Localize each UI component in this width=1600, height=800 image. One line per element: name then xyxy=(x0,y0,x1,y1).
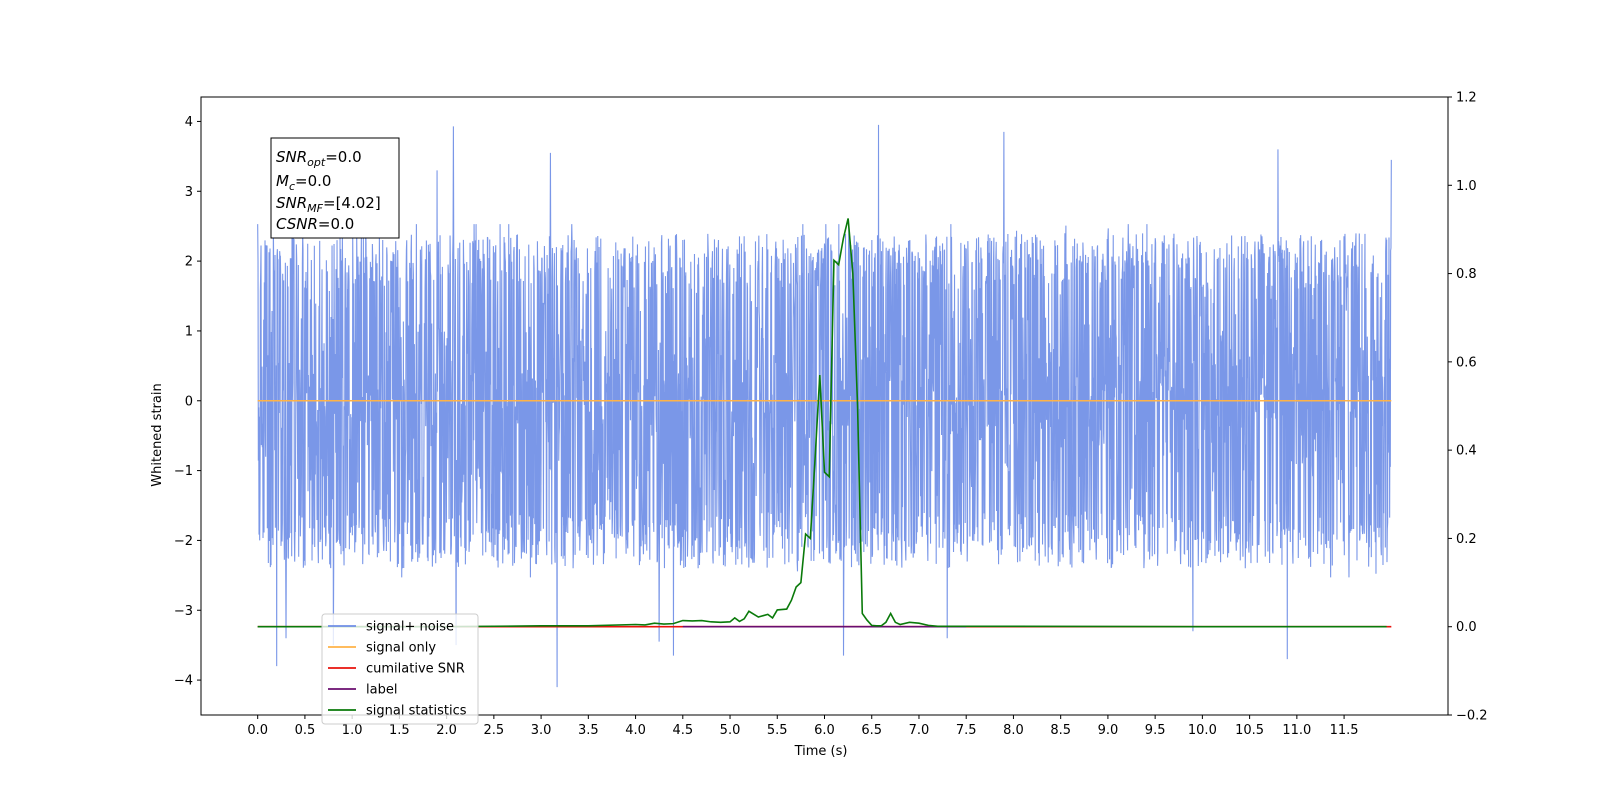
y-tick-label: −2 xyxy=(174,534,193,549)
x-tick-label: 5.0 xyxy=(720,723,741,738)
annotation-csnr: CSNR=0.0 xyxy=(276,215,354,233)
legend-label: signal+ noise xyxy=(366,620,454,635)
x-tick-label: 10.0 xyxy=(1188,723,1217,738)
legend-frame xyxy=(321,613,479,725)
plot-area xyxy=(257,124,1392,688)
x-tick-label: 1.5 xyxy=(389,723,410,738)
y2-tick-label: 0.6 xyxy=(1456,355,1477,370)
y2-tick-label: 1.2 xyxy=(1456,91,1477,106)
y-tick-label: −4 xyxy=(174,674,193,689)
x-tick-label: 10.5 xyxy=(1235,723,1264,738)
x-tick-label: 6.5 xyxy=(861,723,882,738)
x-tick-label: 11.5 xyxy=(1330,723,1359,738)
x-tick-label: 1.0 xyxy=(342,723,363,738)
y2-tick-label: 1.0 xyxy=(1456,179,1477,194)
series-line-0 xyxy=(257,124,1392,688)
x-tick-label: 2.5 xyxy=(484,723,505,738)
y2-tick-label: 0.8 xyxy=(1456,267,1477,282)
legend: signal+ noise signal only cumilative SNR la… xyxy=(321,613,479,725)
y-tick-label: 1 xyxy=(185,324,193,339)
annotation-frame xyxy=(270,137,400,239)
legend-label: label xyxy=(366,683,397,698)
y2-tick-label: −0.2 xyxy=(1456,709,1488,724)
y2-tick-label: 0.0 xyxy=(1456,620,1477,635)
x-tick-label: 8.0 xyxy=(1003,723,1024,738)
x-axis-label: Time (s) xyxy=(794,744,848,759)
annotation-snr-opt: SNRopt=0.0 xyxy=(276,148,362,169)
x-tick-label: 5.5 xyxy=(767,723,788,738)
x-tick-label: 0.0 xyxy=(247,723,268,738)
annotation-snr-mf: SNRMF=[4.02] xyxy=(276,194,381,215)
legend-label: signal only xyxy=(366,641,436,656)
legend-label: cumilative SNR xyxy=(366,662,465,677)
y2-tick-label: 0.4 xyxy=(1456,444,1477,459)
legend-label: signal statistics xyxy=(366,704,467,719)
x-tick-label: 7.5 xyxy=(956,723,977,738)
annotation-box: SNRopt=0.0 Mc=0.0 SNRMF=[4.02] CSNR=0.0 xyxy=(270,137,400,239)
x-tick-label: 9.5 xyxy=(1145,723,1166,738)
x-tick-label: 6.0 xyxy=(814,723,835,738)
y-tick-label: −1 xyxy=(174,464,193,479)
y-axis-label: Whitened strain xyxy=(150,383,165,486)
annotation-mc: Mc=0.0 xyxy=(276,172,331,193)
x-tick-label: 0.5 xyxy=(295,723,316,738)
y-tick-label: 2 xyxy=(185,255,193,270)
y-tick-label: 0 xyxy=(185,394,193,409)
x-tick-label: 8.5 xyxy=(1050,723,1071,738)
axes: 0.0 0.5 1.0 1.5 2.0 2.5 3.0 3.5 4.0 4.5 5.0 5.5 6.0 6… xyxy=(174,91,1488,739)
series-line-4 xyxy=(257,218,1387,628)
x-tick-label: 3.5 xyxy=(578,723,599,738)
y-tick-label: 3 xyxy=(185,185,193,200)
y-tick-label: −3 xyxy=(174,604,193,619)
x-tick-label: 4.0 xyxy=(625,723,646,738)
x-tick-label: 3.0 xyxy=(531,723,552,738)
x-tick-label: 4.5 xyxy=(672,723,693,738)
x-tick-label: 2.0 xyxy=(436,723,457,738)
x-tick-label: 7.0 xyxy=(909,723,930,738)
x-tick-label: 9.0 xyxy=(1098,723,1119,738)
x-tick-label: 11.0 xyxy=(1282,723,1311,738)
y-tick-label: 4 xyxy=(185,115,193,130)
y2-tick-label: 0.2 xyxy=(1456,532,1477,547)
